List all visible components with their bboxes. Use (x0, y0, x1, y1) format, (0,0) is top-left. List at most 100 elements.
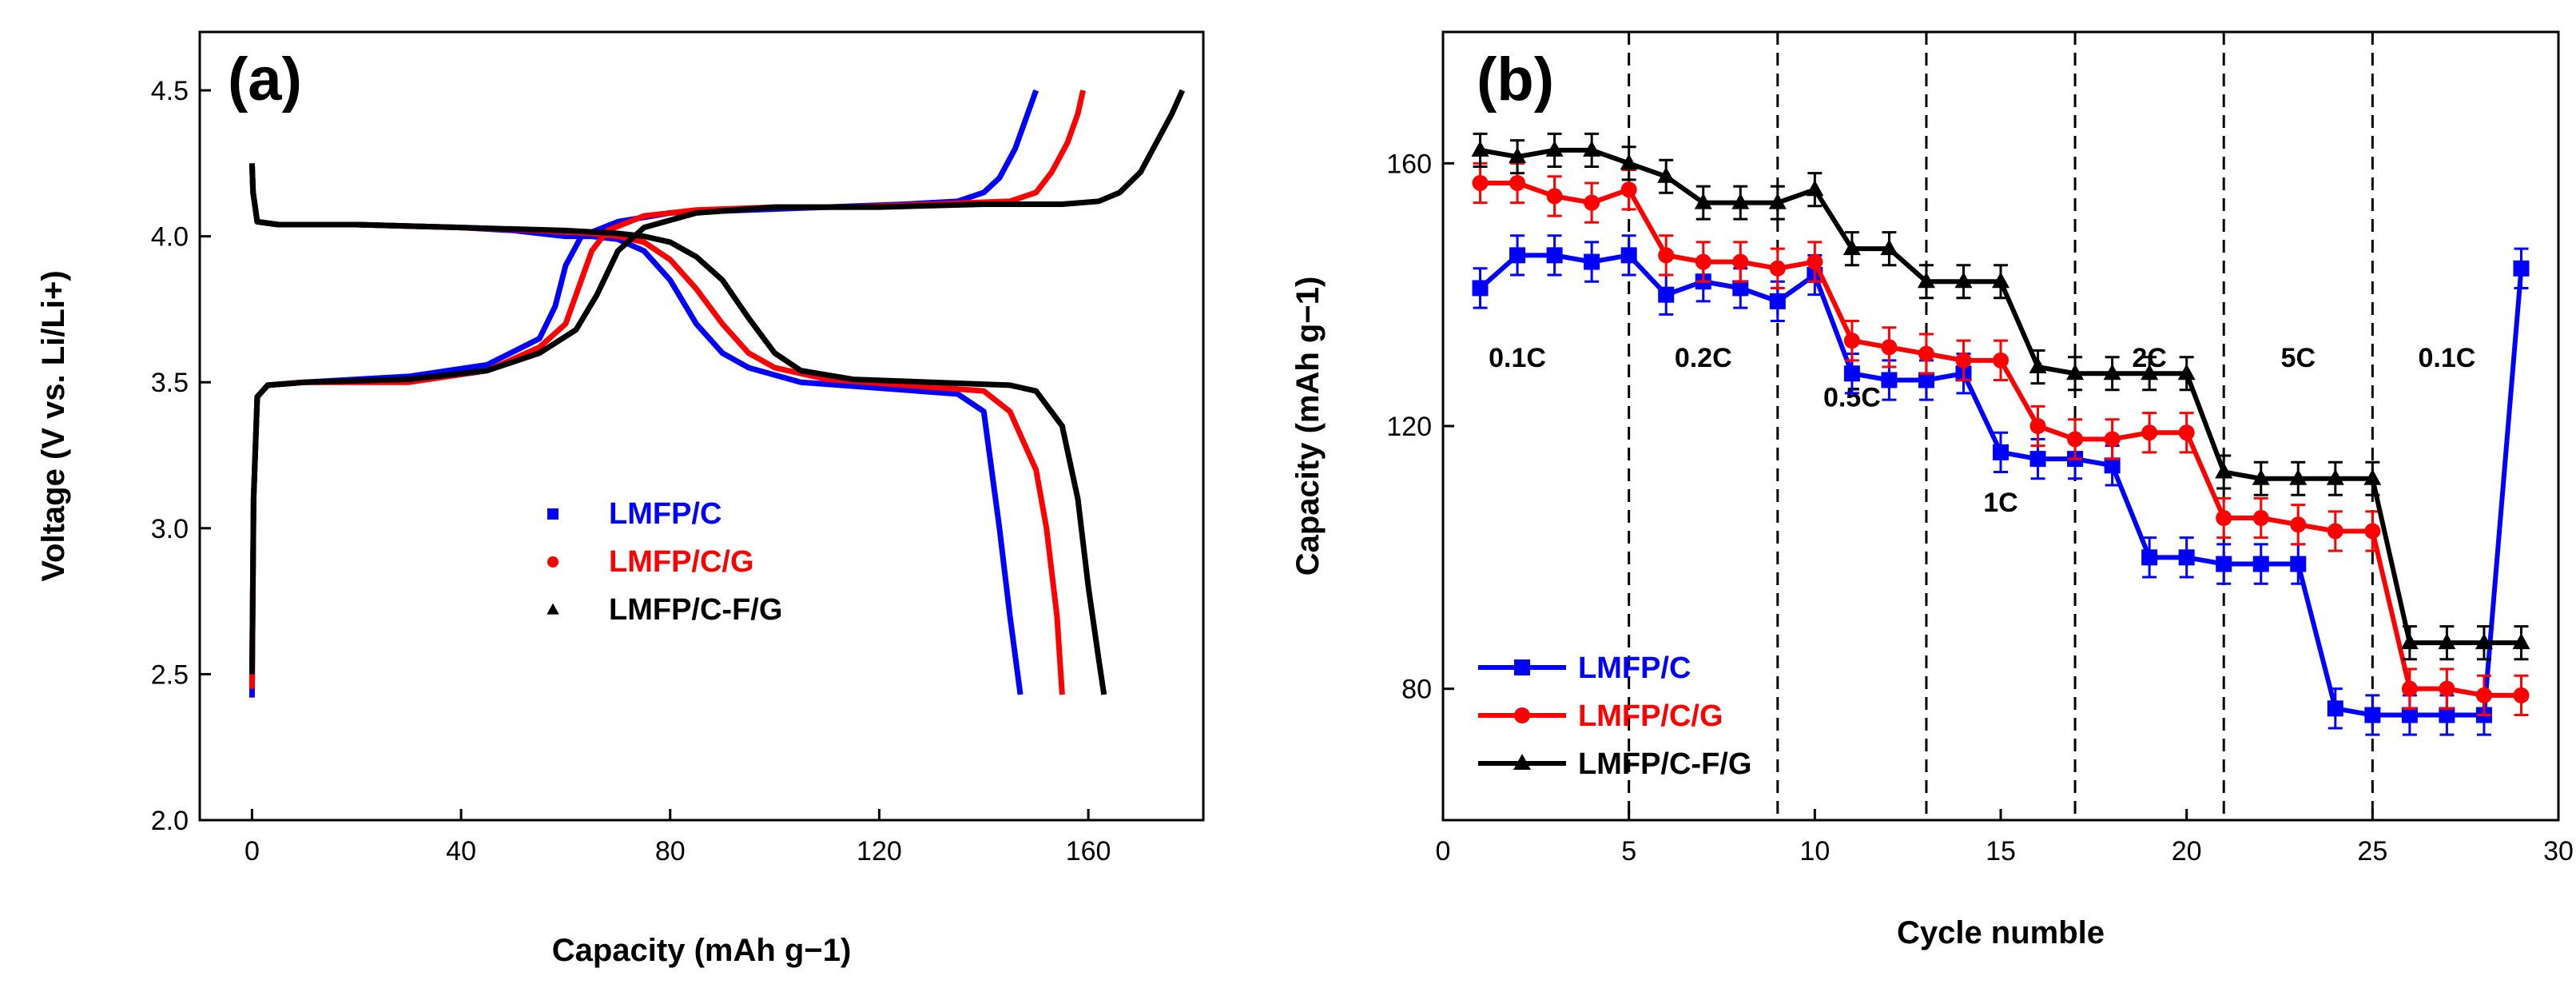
panel-b-data-point (2401, 707, 2418, 723)
panel-b-data-point (1917, 272, 1935, 289)
panel-b-legend-marker (1513, 754, 1531, 770)
panel-b-data-point (2475, 687, 2492, 703)
panel-b-data-point (2029, 451, 2046, 468)
panel-b-data-point (2104, 457, 2121, 474)
panel-a-legend-label: LMFP/C-F/G (609, 593, 782, 627)
panel-b-x-tick-label: 15 (1986, 836, 2016, 866)
panel-b-data-point (2400, 633, 2419, 650)
panel-a-x-tick-label: 160 (1066, 836, 1111, 866)
panel-b-data-point (1993, 444, 2009, 460)
panel-a-y-tick-label: 4.0 (151, 222, 189, 253)
panel-b-data-point (2141, 424, 2158, 441)
panel-b-data-point (1732, 253, 1749, 270)
panel-b-x-axis-title: Cycle numble (1897, 915, 2105, 950)
panel-a-legend-label: LMFP/C/G (609, 545, 754, 579)
panel-b-data-point (1843, 365, 1860, 382)
panel-b-data-point (1695, 253, 1711, 270)
panel-a-x-tick-label: 40 (446, 836, 476, 866)
panel-b-rate-label: 0.1C (2418, 343, 2475, 373)
panel-a-legend-marker (547, 603, 559, 615)
panel-b-data-point (1992, 272, 2010, 289)
panel-b-data-point (2513, 260, 2530, 277)
panel-b-y-axis-title: Capacity (mAh g−1) (1290, 277, 1326, 576)
panel-b-data-point (1732, 280, 1749, 297)
panel-b-legend-label: LMFP/C-F/G (1578, 747, 1751, 781)
panel-b-data-point (2103, 364, 2121, 380)
panel-b-data-point (2029, 357, 2047, 374)
panel-b-legend-marker (1514, 659, 1530, 675)
panel-b-data-point (1584, 253, 1600, 270)
panel-b-y-tick-label: 80 (1401, 675, 1432, 705)
panel-b-data-point (1807, 253, 1823, 270)
panel-b-data-point (1584, 194, 1600, 211)
panel-b-data-point (2290, 556, 2307, 572)
panel-b-data-point (2216, 556, 2232, 572)
panel-b-data-point (2326, 468, 2344, 485)
panel-b-data-point (1880, 239, 1898, 256)
panel-a-plot-frame (198, 30, 1205, 822)
panel-b-rate-label: 0.1C (1489, 343, 1546, 373)
panel-b-data-point (1731, 193, 1750, 209)
panel-b-data-point (1583, 140, 1601, 157)
panel-a-x-tick-label: 0 (244, 836, 260, 866)
panel-a-y-tick-label: 2.5 (151, 659, 189, 690)
panel-b-x-tick-label: 0 (1436, 836, 1451, 866)
panel-b-data-point (1472, 174, 1489, 191)
panel-a-y-tick-label: 3.5 (151, 368, 189, 398)
panel-b-data-point (2438, 633, 2456, 650)
panel-b-legend-label: LMFP/C/G (1578, 699, 1723, 733)
panel-b-data-point (2290, 516, 2307, 533)
panel-b-data-point (1509, 174, 1526, 191)
panel-b-data-point (1471, 140, 1489, 157)
panel-b-x-tick-label: 5 (1621, 836, 1636, 866)
panel-b-data-point (1955, 352, 1972, 369)
panel-b-data-point (2067, 431, 2084, 448)
panel-b-data-point (1694, 193, 1712, 209)
panel-b-legend-label: LMFP/C (1578, 651, 1691, 685)
panel-b-legend-marker (1514, 707, 1530, 723)
panel-b-data-point (2439, 707, 2455, 723)
panel-b-data-point (2104, 431, 2121, 448)
panel-b-data-point (2327, 523, 2343, 540)
panel-b-data-point (2178, 424, 2195, 441)
panel-a-y-tick-label: 2.0 (151, 806, 189, 836)
panel-b-rate-label: 1C (1983, 488, 2017, 518)
panel-b-data-point (2252, 556, 2269, 572)
panel-b-data-point (2029, 418, 2046, 434)
panel-b-data-point (2364, 707, 2381, 723)
panel-a-label: (a) (228, 46, 302, 114)
panel-b-data-point (1546, 247, 1563, 264)
panel-a-legend-marker (547, 556, 559, 568)
panel-b-data-point (1843, 239, 1861, 256)
panel-b-series-line-0 (1478, 253, 2524, 718)
panel-a-y-axis-title: Voltage (V vs. Li/Li+) (36, 270, 71, 581)
panel-a-legend-marker (547, 508, 559, 520)
panel-b-x-tick-label: 20 (2172, 836, 2202, 866)
panel-b-data-point (2066, 364, 2085, 380)
panel-b-data-point (2364, 523, 2381, 540)
panel-b-data-point (2439, 680, 2455, 697)
panel-b-data-point (1954, 272, 1973, 289)
panel-b-data-point (2252, 468, 2270, 485)
panel-b-data-point (1509, 247, 1526, 264)
panel-b-data-point (1881, 372, 1898, 388)
panel-b-data-point (2252, 510, 2269, 527)
panel-b-data-point (2141, 364, 2159, 380)
panel-b-data-point (1620, 181, 1637, 198)
panel-b-data-point (1620, 153, 1638, 170)
panel-a-y-tick-label: 4.5 (151, 76, 189, 106)
panel-b-data-point (2327, 700, 2343, 717)
panel-b-data-point (1769, 293, 1786, 309)
panel-b-data-point (1843, 333, 1860, 349)
panel-b-data-point (1881, 339, 1898, 356)
panel-b-data-point (2513, 687, 2530, 703)
panel-b-data-point (2512, 633, 2530, 650)
panel-b-rate-label: 0.2C (1675, 343, 1732, 373)
panel-b-data-point (1546, 188, 1563, 205)
panel-b-data-point (1918, 372, 1934, 388)
panel-b-data-point (2141, 549, 2158, 566)
panel-b-data-point (2216, 510, 2232, 527)
panel-b-y-tick-label: 160 (1386, 149, 1432, 179)
panel-b-data-point (1918, 345, 1934, 362)
panel-b-data-point (2178, 549, 2195, 566)
